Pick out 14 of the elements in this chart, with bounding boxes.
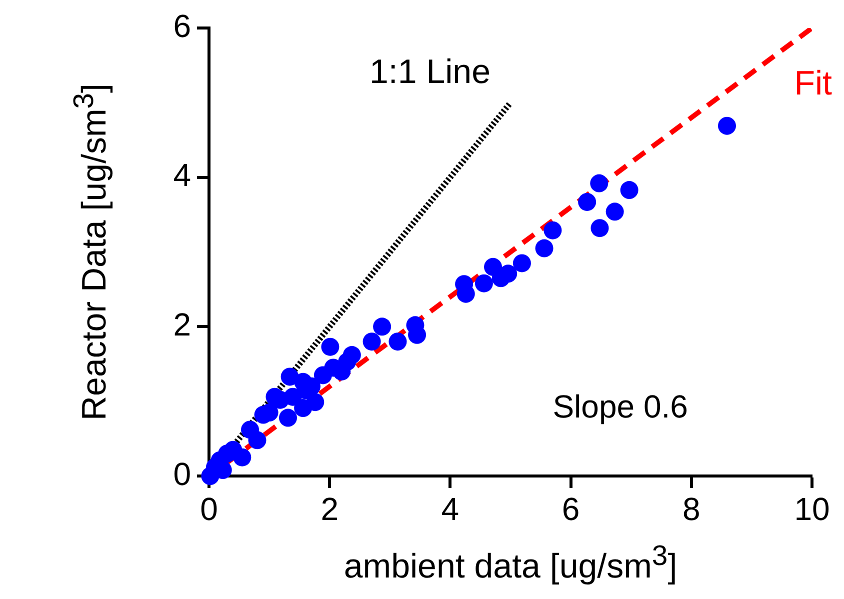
x-tick-label: 2 [320, 491, 338, 528]
x-tick-label: 6 [562, 491, 580, 528]
x-tick-label: 10 [794, 491, 830, 528]
series-label: 1:1 Line [370, 53, 490, 92]
y-tick-label: 4 [173, 157, 191, 194]
annotation: Slope 0.6 [552, 388, 688, 425]
x-tick-label: 0 [200, 491, 218, 528]
y-tick-label: 6 [173, 8, 191, 44]
y-tick-label: 2 [173, 306, 191, 342]
x-tick-label: 4 [441, 491, 460, 528]
y-tick-label: 0 [173, 456, 191, 492]
x-tick-label: 8 [682, 491, 700, 528]
series-label: Fit [794, 64, 833, 102]
x-axis-title: ambient data [ug/sm$^{3}$] [342, 540, 678, 586]
